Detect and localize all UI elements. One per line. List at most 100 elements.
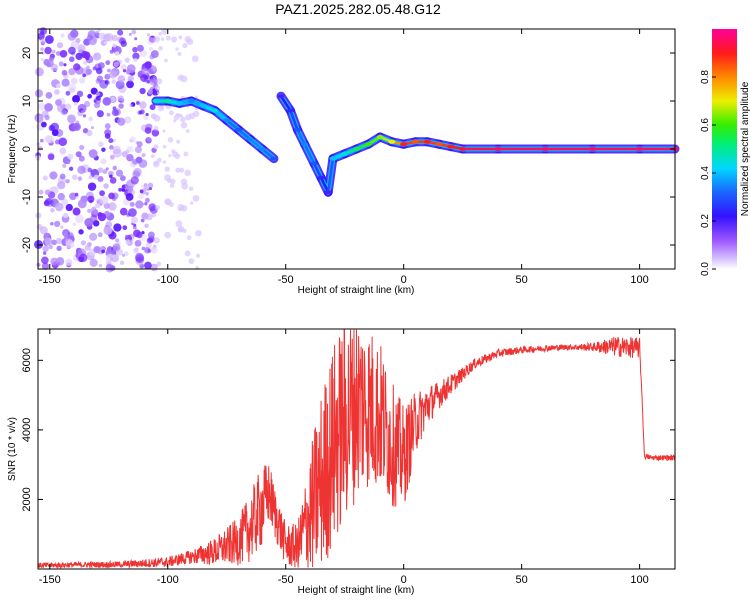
spectrogram-noise-blob: [124, 116, 132, 124]
spectrogram-noise-blob: [149, 54, 155, 60]
spectrogram-noise-blob: [136, 101, 140, 105]
spectrogram-noise-blob: [144, 127, 152, 134]
spectrogram-noise-blob: [79, 77, 86, 84]
spectrogram-noise-blob: [126, 64, 136, 73]
spectrogram-noise-blob: [41, 262, 50, 270]
spectrogram-noise-blob: [101, 249, 105, 254]
spectrogram-noise-blob: [154, 204, 161, 211]
spectrogram-x-tick-label: -50: [278, 274, 294, 286]
spectrogram-noise-blob: [89, 258, 98, 267]
spectrogram-noise-blob: [148, 187, 153, 191]
spectrogram-noise-blob: [55, 257, 65, 266]
spectrogram-noise-blob: [78, 229, 84, 235]
spectrogram-noise-blob: [45, 59, 54, 68]
spectrogram-noise-blob: [107, 68, 111, 73]
spectrogram-noise-blob: [50, 208, 55, 213]
spectrogram-noise-blob: [117, 75, 126, 83]
snr-series-line: [37, 329, 676, 570]
spectrogram-ridge-point: [286, 108, 294, 113]
spectrogram-noise-blob: [72, 95, 81, 103]
colorbar: 0.0 0.2 0.4 0.6 0.8 Normalized spectral ampl…: [700, 29, 750, 276]
spectrogram-noise-blob: [136, 141, 143, 148]
spectrogram-noise-blob: [68, 166, 74, 171]
spectrogram-noise-blob: [164, 198, 171, 205]
spectrogram-noise-blob: [104, 33, 114, 42]
spectrogram-noise-blob: [118, 103, 124, 109]
snr-x-tick-label: -150: [39, 574, 61, 586]
spectrogram-noise-blob: [153, 237, 160, 244]
spectrogram-noise-blob: [133, 247, 139, 254]
spectrogram-noise-blob: [146, 237, 154, 244]
spectrogram-noise-blob: [57, 192, 65, 201]
spectrogram-ridge-point: [411, 139, 419, 144]
spectrogram-noise-blob: [84, 218, 94, 228]
spectrogram-ridge-point: [164, 99, 172, 103]
spectrogram-noise-blob: [105, 253, 115, 263]
spectrogram-noise-blob: [114, 51, 120, 56]
spectrogram-noise-blob: [179, 167, 185, 173]
spectrogram-noise-blob: [129, 103, 133, 108]
spectrogram-x-tick-label: 100: [630, 274, 648, 286]
spectrogram-noise-blob: [141, 246, 146, 251]
spectrogram-noise-blob: [93, 99, 97, 103]
spectrogram-noise-blob: [143, 185, 148, 191]
spectrogram-ridge-point: [364, 142, 372, 147]
spectrogram-noise-blob: [51, 49, 56, 54]
spectrogram-noise-blob: [85, 68, 92, 75]
spectrogram-noise-blob: [175, 167, 181, 173]
spectrogram-noise-blob: [62, 163, 67, 169]
spectrogram-ridge-point: [494, 147, 502, 151]
spectrogram-noise-blob: [60, 109, 67, 116]
spectrogram-noise-blob: [132, 158, 139, 165]
spectrogram-noise-blob: [49, 171, 58, 180]
spectrogram-noise-blob: [105, 60, 111, 66]
spectrogram-ridge-layer: [151, 91, 680, 197]
spectrogram-noise-blob: [127, 185, 134, 192]
spectrogram-noise-blob: [132, 46, 138, 53]
spectrogram-noise-blob: [38, 189, 44, 195]
spectrogram-ridge-core: [296, 128, 306, 146]
snr-x-tick-label: 100: [630, 574, 648, 586]
spectrogram-noise-blob: [148, 203, 157, 212]
spectrogram-noise-blob: [173, 114, 180, 121]
snr-x-ticks: -150 -100 -50 0 50 100: [39, 329, 649, 586]
spectrogram-noise-blob: [175, 220, 183, 228]
spectrogram-noise-blob: [168, 110, 174, 116]
spectrogram-noise-blob: [36, 262, 41, 267]
snr-x-tick-label: 50: [516, 574, 528, 586]
spectrogram-noise-blob: [120, 64, 127, 70]
spectrogram-noise-blob: [79, 144, 85, 151]
spectrogram-noise-blob: [87, 242, 92, 247]
spectrogram-noise-blob: [176, 139, 181, 144]
spectrogram-noise-blob: [106, 112, 111, 117]
colorbar-ticks: 0.0 0.2 0.4 0.6 0.8: [700, 70, 716, 276]
spectrogram-noise-blob: [156, 78, 163, 85]
spectrogram-noise-blob: [131, 29, 137, 35]
spectrogram-noise-blob: [54, 89, 60, 95]
spectrogram-noise-blob: [121, 184, 126, 189]
spectrogram-noise-blob: [144, 261, 152, 270]
spectrogram-noise-blob: [129, 201, 135, 207]
snr-x-tick-label: 0: [401, 574, 407, 586]
spectrogram-ridge-point: [246, 137, 254, 142]
spectrogram-noise-blob: [169, 183, 175, 189]
spectrogram-noise-blob: [77, 176, 83, 181]
spectrogram-noise-blob: [165, 35, 171, 41]
spectrogram-noise-blob: [91, 206, 97, 212]
spectrogram-noise-blob: [140, 218, 145, 223]
spectrogram-noise-blob: [95, 67, 103, 75]
spectrogram-noise-blob: [44, 46, 52, 55]
spectrogram-noise-blob: [136, 231, 143, 239]
spectrogram-noise-blob: [44, 189, 51, 196]
spectrogram-noise-blob: [39, 138, 44, 143]
spectrogram-noise-blob: [117, 95, 124, 102]
spectrogram-noise-blob: [119, 207, 128, 216]
spectrogram-noise-blob: [194, 95, 199, 99]
spectrogram-noise-blob: [74, 101, 78, 106]
spectrogram-noise-blob: [67, 161, 71, 165]
spectrogram-noise-blob: [150, 154, 155, 159]
spectrogram-noise-blob: [134, 37, 138, 41]
spectrogram-noise-blob: [58, 61, 64, 67]
spectrogram-noise-blob: [54, 139, 61, 145]
